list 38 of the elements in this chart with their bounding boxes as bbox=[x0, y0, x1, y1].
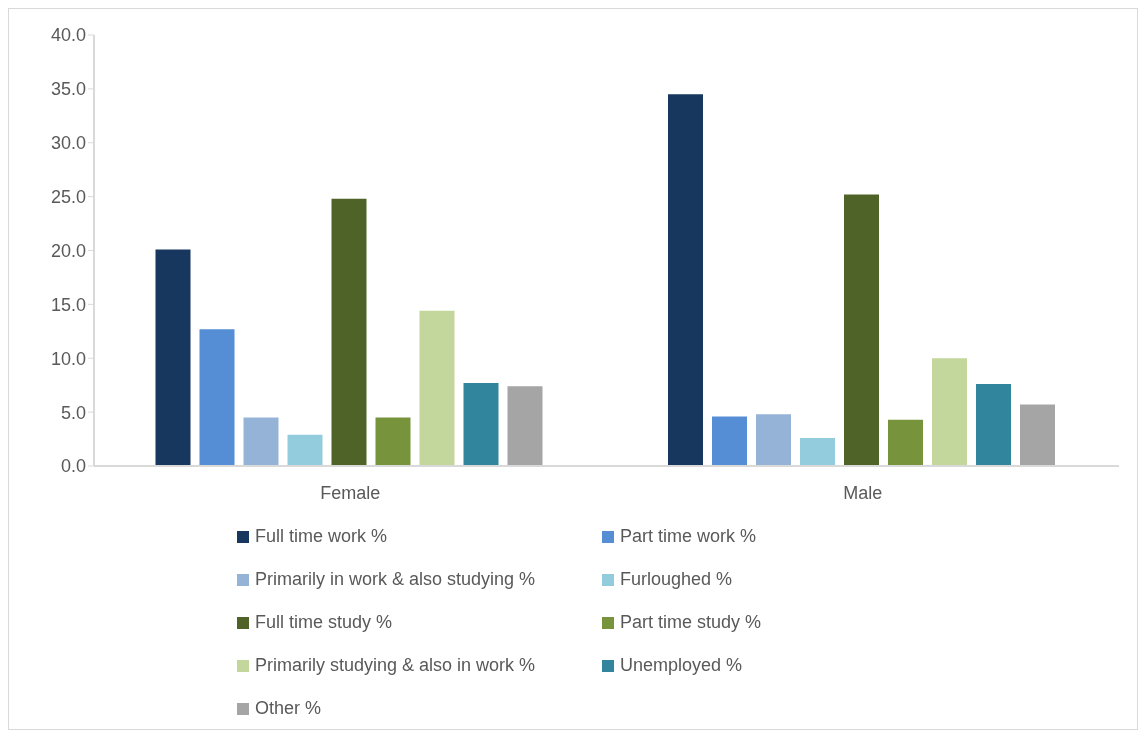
bar bbox=[419, 310, 455, 466]
bar bbox=[976, 384, 1011, 466]
legend-label: Primarily studying & also in work % bbox=[255, 655, 536, 676]
bar bbox=[375, 417, 411, 466]
legend-label: Part time work % bbox=[620, 526, 757, 547]
legend-label: Full time work % bbox=[255, 526, 388, 547]
bar bbox=[756, 414, 791, 466]
y-tick-label: 0.0 bbox=[60, 456, 86, 477]
y-tick-label: 35.0 bbox=[50, 79, 86, 100]
bar bbox=[155, 249, 191, 466]
bar bbox=[932, 358, 967, 466]
bar bbox=[199, 329, 235, 466]
bar bbox=[888, 419, 923, 466]
legend-label: Part time study % bbox=[620, 612, 762, 633]
bar bbox=[800, 437, 835, 466]
legend-label: Full time study % bbox=[255, 612, 393, 633]
bar bbox=[463, 383, 499, 466]
legend-label: Primarily in work & also studying % bbox=[255, 569, 536, 590]
y-tick-label: 40.0 bbox=[50, 25, 86, 46]
bar bbox=[331, 198, 367, 466]
bar bbox=[243, 417, 279, 466]
y-tick-label: 20.0 bbox=[50, 240, 86, 261]
y-tick-label: 30.0 bbox=[50, 133, 86, 154]
y-tick-label: 25.0 bbox=[50, 187, 86, 208]
bar bbox=[287, 434, 323, 466]
y-tick-label: 5.0 bbox=[60, 402, 86, 423]
bar bbox=[712, 416, 747, 466]
bar bbox=[507, 386, 543, 466]
x-tick-label: Female bbox=[320, 482, 381, 503]
y-tick-label: 15.0 bbox=[50, 294, 86, 315]
y-tick-label: 10.0 bbox=[50, 348, 86, 369]
bar bbox=[1020, 404, 1055, 466]
legend-label: Other % bbox=[255, 698, 322, 719]
legend-label: Furloughed % bbox=[620, 569, 733, 590]
x-tick-label: Male bbox=[843, 482, 883, 503]
legend-label: Unemployed % bbox=[620, 655, 743, 676]
bar bbox=[844, 194, 879, 466]
bar bbox=[668, 94, 703, 466]
